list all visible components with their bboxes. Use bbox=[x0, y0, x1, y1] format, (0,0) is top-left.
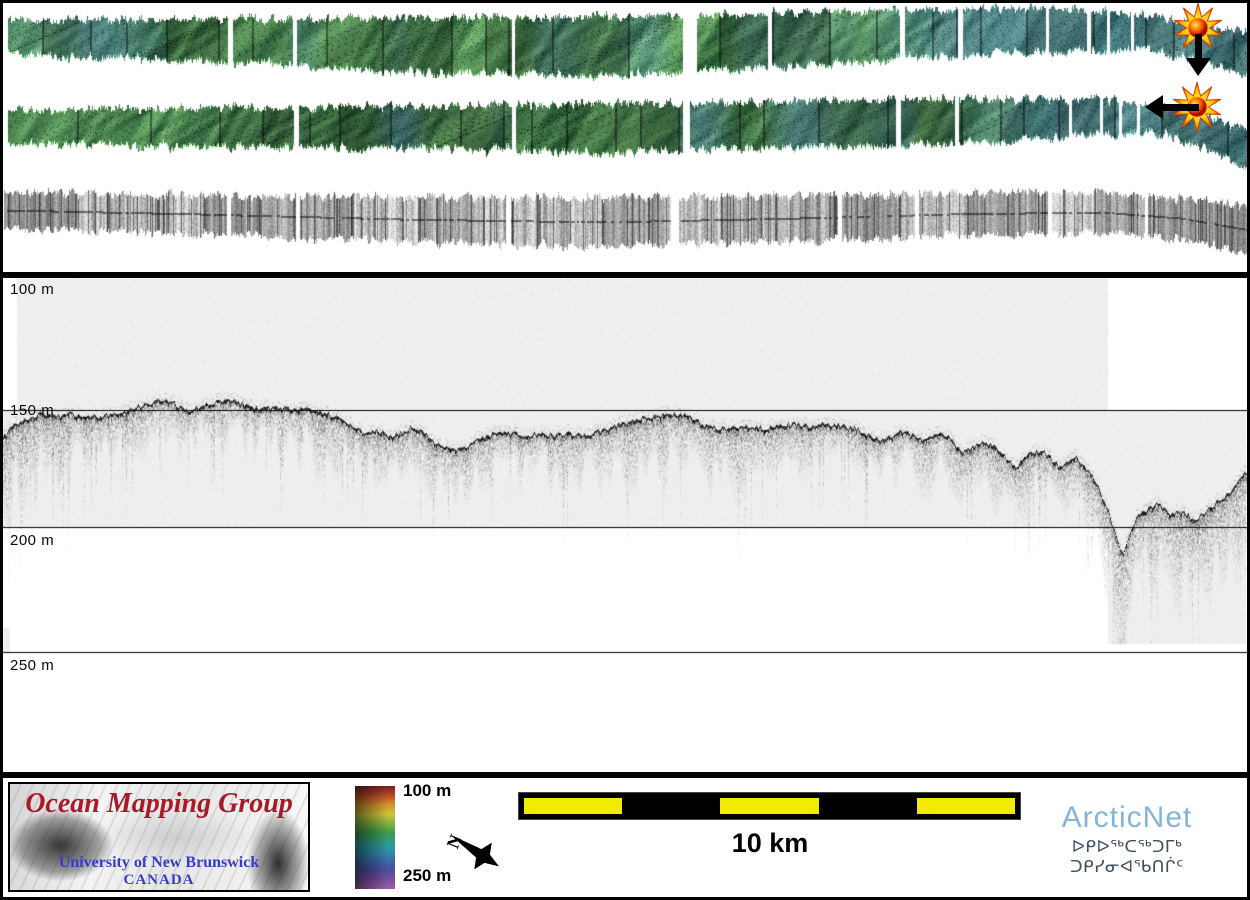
depth-color-scale bbox=[355, 786, 395, 889]
subbottom-echogram-canvas bbox=[0, 278, 1250, 772]
depth-label-150m: 150 m bbox=[10, 402, 55, 419]
swath-mosaic-canvas bbox=[0, 0, 1250, 272]
arcticnet-logo: ArcticNet ᐅᑭᐅᖅᑕᖅᑐᒥᒃ ᑐᑭᓯᓂᐊᖃᑎᒌᑦ bbox=[1012, 802, 1242, 877]
section-divider-upper bbox=[0, 272, 1250, 278]
frame-border-top bbox=[0, 0, 1250, 3]
scale-bar-label: 10 km bbox=[731, 828, 809, 858]
scale-bar-segment-black bbox=[622, 798, 721, 814]
omg-logo-university: University of New Brunswick bbox=[58, 854, 260, 871]
omg-logo-title: Ocean Mapping Group bbox=[25, 788, 293, 819]
north-arrow-icon: N bbox=[442, 832, 499, 870]
depth-label-250m: 250 m bbox=[10, 657, 55, 674]
section-divider-lower bbox=[0, 772, 1250, 778]
color-scale-top-label: 100 m bbox=[403, 781, 452, 800]
depth-color-scale-shading bbox=[355, 786, 395, 889]
frame-border-left bbox=[0, 0, 3, 900]
scale-bar-segment-yellow bbox=[916, 798, 1016, 814]
north-label: N bbox=[442, 832, 465, 852]
color-scale-bottom-label: 250 m bbox=[403, 866, 452, 885]
arcticnet-name: ArcticNet bbox=[1061, 801, 1193, 834]
depth-label-200m: 200 m bbox=[10, 532, 55, 549]
omg-logo-country: CANADA bbox=[123, 872, 195, 888]
frame-border-right bbox=[1247, 0, 1250, 900]
arcticnet-inuktitut-text: ᐅᑭᐅᖅᑕᖅᑐᒥᒃ ᑐᑭᓯᓂᐊᖃᑎᒌᑦ bbox=[1070, 836, 1184, 877]
depth-label-100m: 100 m bbox=[10, 281, 55, 298]
scale-bar-segment-black bbox=[818, 798, 917, 814]
scale-bar-segment-yellow bbox=[720, 798, 819, 814]
event-marker-2-starburst-icon bbox=[1145, 81, 1222, 133]
ocean-mapping-group-logo: Ocean Mapping Group University of New Br… bbox=[8, 782, 310, 892]
map-scale-bar bbox=[518, 792, 1021, 820]
footer: Ocean Mapping Group University of New Br… bbox=[0, 778, 1250, 897]
frame-border-bottom bbox=[0, 897, 1250, 900]
event-marker-1-starburst-icon bbox=[1173, 2, 1223, 76]
scale-bar-segment-yellow bbox=[524, 798, 623, 814]
